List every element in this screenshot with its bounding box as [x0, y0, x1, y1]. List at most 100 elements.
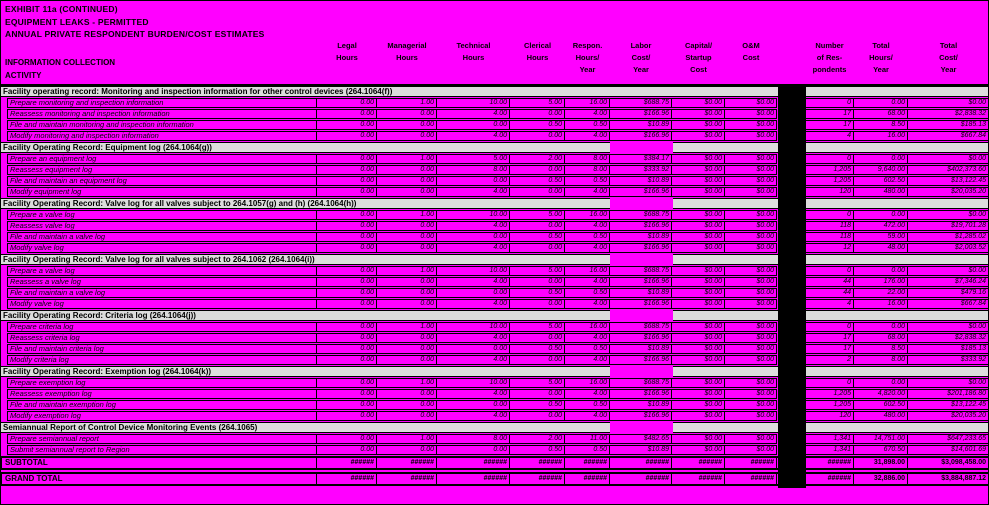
section-header-row[interactable]: Facility Operating Record: Valve log for… [1, 198, 988, 210]
value-cell[interactable]: 8.00 [853, 355, 908, 365]
value-cell[interactable]: 68.00 [853, 333, 908, 343]
value-cell[interactable]: 22.00 [853, 288, 908, 298]
value-cell[interactable]: 4.00 [564, 411, 610, 421]
value-cell[interactable]: 1.00 [376, 322, 437, 332]
value-cell[interactable]: 0.00 [436, 120, 510, 130]
value-cell[interactable]: $0.00 [671, 109, 725, 119]
value-cell[interactable]: 4.00 [436, 333, 510, 343]
value-cell[interactable]: 670.50 [853, 445, 908, 455]
value-cell[interactable]: 2 [804, 355, 854, 365]
value-cell[interactable]: $0.00 [724, 98, 777, 108]
value-cell[interactable]: $14,601.69 [907, 445, 988, 455]
value-cell[interactable]: $384.17 [609, 154, 672, 164]
section-header-row[interactable]: Facility Operating Record: Exemption log… [1, 366, 988, 378]
value-cell[interactable]: ###### [609, 458, 672, 468]
value-cell[interactable]: 16.00 [564, 322, 610, 332]
value-cell[interactable]: $0.00 [724, 165, 777, 175]
row-label-cell[interactable]: Prepare exemption log [7, 378, 317, 388]
value-cell[interactable]: $0.00 [724, 411, 777, 421]
value-cell[interactable]: $1,285.02 [907, 232, 988, 242]
value-cell[interactable]: 0.00 [316, 411, 377, 421]
value-cell[interactable]: $0.00 [671, 288, 725, 298]
value-cell[interactable]: $0.00 [724, 299, 777, 309]
row-label-cell[interactable]: Prepare a valve log [7, 210, 317, 220]
row-label-cell[interactable]: File and maintain an equipment log [7, 176, 317, 186]
value-cell[interactable]: 4.00 [564, 131, 610, 141]
value-cell[interactable]: $0.00 [671, 131, 725, 141]
value-cell[interactable]: 0.00 [316, 98, 377, 108]
value-cell[interactable]: 4.00 [564, 187, 610, 197]
value-cell[interactable]: 0.00 [376, 221, 437, 231]
value-cell[interactable]: $0.00 [671, 389, 725, 399]
row-label-cell[interactable]: Prepare semiannual report [7, 434, 317, 444]
value-cell[interactable]: 31,898.00 [853, 458, 908, 468]
value-cell[interactable]: 9,640.00 [853, 165, 908, 175]
value-cell[interactable]: $0.00 [724, 154, 777, 164]
value-cell[interactable]: $185.13 [907, 120, 988, 130]
value-cell[interactable]: $0.00 [671, 277, 725, 287]
value-cell[interactable]: 0.00 [316, 176, 377, 186]
row-label-cell[interactable]: Modify criteria log [7, 355, 317, 365]
value-cell[interactable]: 0.00 [436, 445, 510, 455]
total-label-cell[interactable]: GRAND TOTAL [1, 474, 317, 484]
row-label-cell[interactable]: File and maintain exemption log [7, 400, 317, 410]
value-cell[interactable]: $10.89 [609, 176, 672, 186]
value-cell[interactable]: 10.00 [436, 322, 510, 332]
value-cell[interactable]: 4.00 [436, 131, 510, 141]
value-cell[interactable]: $0.00 [724, 131, 777, 141]
value-cell[interactable]: $667.84 [907, 299, 988, 309]
value-cell[interactable]: $10.89 [609, 400, 672, 410]
value-cell[interactable]: $0.00 [724, 176, 777, 186]
value-cell[interactable]: ###### [376, 458, 437, 468]
value-cell[interactable]: 0.00 [316, 210, 377, 220]
value-cell[interactable]: $0.00 [671, 210, 725, 220]
value-cell[interactable]: 0.00 [509, 355, 565, 365]
row-label-cell[interactable]: Reassess criteria log [7, 333, 317, 343]
value-cell[interactable]: $482.65 [609, 434, 672, 444]
value-cell[interactable]: ###### [724, 458, 777, 468]
value-cell[interactable]: 0.00 [316, 277, 377, 287]
row-label-cell[interactable]: Submit semiannual report to Region [7, 445, 317, 455]
value-cell[interactable]: 0.00 [376, 187, 437, 197]
value-cell[interactable]: 0.00 [853, 154, 908, 164]
value-cell[interactable]: $10.89 [609, 120, 672, 130]
value-cell[interactable]: $0.00 [907, 98, 988, 108]
value-cell[interactable]: 480.00 [853, 187, 908, 197]
value-cell[interactable]: 11.00 [564, 434, 610, 444]
value-cell[interactable]: 17 [804, 344, 854, 354]
value-cell[interactable]: 602.50 [853, 400, 908, 410]
value-cell[interactable]: $166.96 [609, 299, 672, 309]
value-cell[interactable]: 8.50 [853, 120, 908, 130]
value-cell[interactable]: $0.00 [671, 344, 725, 354]
value-cell[interactable]: ###### [564, 458, 610, 468]
value-cell[interactable]: $166.96 [609, 131, 672, 141]
value-cell[interactable]: $166.96 [609, 187, 672, 197]
value-cell[interactable]: 0.00 [316, 109, 377, 119]
value-cell[interactable]: 0.00 [853, 98, 908, 108]
value-cell[interactable]: 0.50 [509, 288, 565, 298]
value-cell[interactable]: $0.00 [724, 400, 777, 410]
value-cell[interactable]: $0.00 [907, 266, 988, 276]
value-cell[interactable]: $688.75 [609, 266, 672, 276]
value-cell[interactable]: 4.00 [436, 187, 510, 197]
value-cell[interactable]: 0.00 [509, 187, 565, 197]
row-label-cell[interactable]: Prepare an equipment log [7, 154, 317, 164]
row-label-cell[interactable]: Reassess exemption log [7, 389, 317, 399]
value-cell[interactable]: $0.00 [671, 221, 725, 231]
value-cell[interactable]: 0.00 [853, 210, 908, 220]
value-cell[interactable]: $185.13 [907, 344, 988, 354]
row-label-cell[interactable]: Reassess equipment log [7, 165, 317, 175]
value-cell[interactable]: 0.50 [509, 120, 565, 130]
value-cell[interactable]: 0.00 [436, 288, 510, 298]
value-cell[interactable]: $166.96 [609, 389, 672, 399]
value-cell[interactable]: 0.00 [376, 288, 437, 298]
value-cell[interactable]: $0.00 [724, 277, 777, 287]
value-cell[interactable]: ###### [376, 474, 437, 484]
value-cell[interactable]: 0.00 [376, 400, 437, 410]
value-cell[interactable]: 0.00 [509, 277, 565, 287]
value-cell[interactable]: 0.50 [509, 232, 565, 242]
value-cell[interactable]: 0.50 [509, 176, 565, 186]
value-cell[interactable]: 0.50 [509, 344, 565, 354]
value-cell[interactable]: 4.00 [436, 243, 510, 253]
value-cell[interactable]: 10.00 [436, 98, 510, 108]
